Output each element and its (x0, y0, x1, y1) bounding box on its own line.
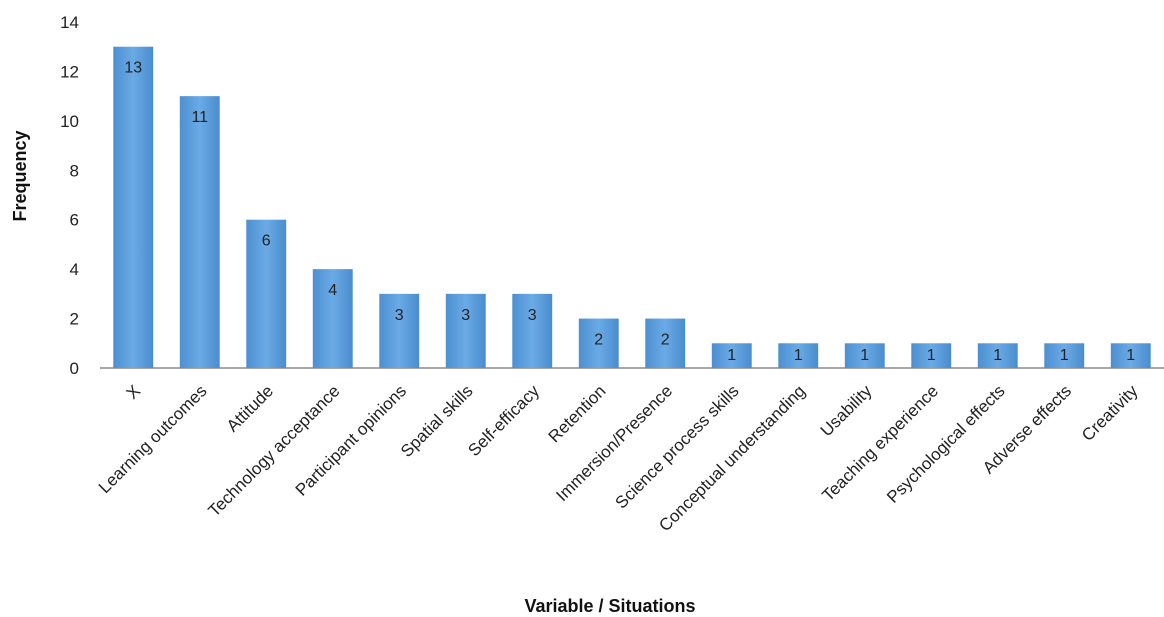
data-label: 2 (594, 332, 603, 349)
x-tick-label: Teaching experience (818, 381, 942, 505)
x-tick-label: Immersion/Presence (552, 381, 676, 505)
x-tick-label: Participant opinions (292, 381, 410, 499)
y-tick-label: 10 (60, 112, 79, 131)
data-label: 1 (860, 347, 869, 364)
bar (246, 219, 287, 368)
x-tick-label: Psychological effects (883, 381, 1008, 506)
x-tick-label: Self-efficacy (464, 381, 543, 460)
x-tick-label: Usability (817, 381, 876, 440)
x-tick-label: Attitude (223, 381, 277, 435)
data-label: 3 (395, 307, 404, 324)
bar (179, 96, 220, 369)
bar (844, 343, 885, 368)
x-tick-label: Spatial skills (397, 381, 477, 461)
data-label: 13 (124, 60, 142, 77)
data-label: 2 (661, 332, 670, 349)
data-label: 4 (328, 282, 337, 299)
bar (445, 293, 486, 368)
y-axis-title: Frequency (10, 130, 30, 221)
y-tick-label: 6 (70, 211, 79, 230)
bar (1110, 343, 1151, 368)
y-tick-label: 12 (60, 62, 79, 81)
x-tick-label: Learning outcomes (95, 381, 211, 497)
x-axis-title: Variable / Situations (524, 596, 695, 616)
data-label: 1 (794, 347, 803, 364)
x-tick-label: X (123, 381, 144, 402)
data-label: 3 (528, 307, 537, 324)
x-tick-label: Technology acceptance (204, 381, 343, 520)
x-tick-label: Science process skills (612, 381, 743, 512)
y-tick-label: 4 (70, 260, 79, 279)
data-label: 1 (927, 347, 936, 364)
data-label: 1 (993, 347, 1002, 364)
data-label: 11 (191, 109, 208, 126)
y-axis: 0 2 4 6 8 10 12 14 (60, 13, 79, 378)
bar (645, 318, 686, 368)
bar (578, 318, 619, 368)
bar (379, 293, 420, 368)
x-tick-label: Retention (545, 381, 610, 446)
bar (778, 343, 819, 368)
data-label: 6 (262, 233, 271, 250)
bar (113, 46, 154, 368)
bar (312, 269, 353, 368)
data-label: 1 (1126, 347, 1135, 364)
y-tick-label: 2 (70, 310, 79, 329)
data-label: 1 (727, 347, 736, 364)
y-tick-label: 8 (70, 161, 79, 180)
bar (512, 293, 553, 368)
y-tick-label: 0 (70, 359, 79, 378)
bar (977, 343, 1018, 368)
bar (1044, 343, 1085, 368)
data-label: 3 (461, 307, 470, 324)
x-tick-label: Creativity (1078, 381, 1142, 445)
data-label: 1 (1060, 347, 1069, 364)
bars (113, 46, 1151, 369)
bar (911, 343, 952, 368)
bar (711, 343, 752, 368)
y-tick-label: 14 (60, 13, 79, 32)
